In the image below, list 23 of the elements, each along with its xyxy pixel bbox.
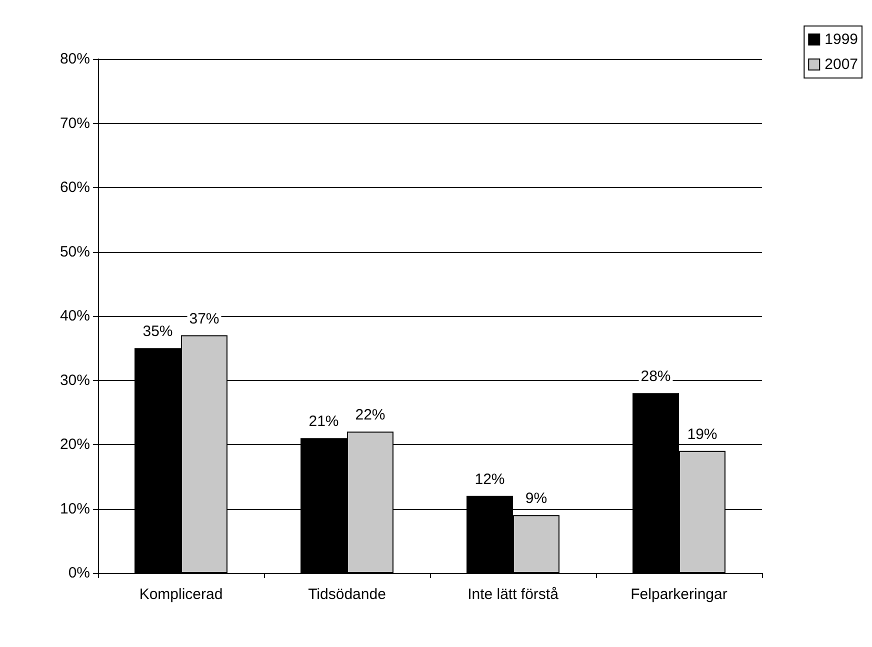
y-tick-label: 0% bbox=[68, 564, 90, 582]
y-tick-label: 80% bbox=[60, 50, 90, 68]
x-tick-label: Komplicerad bbox=[139, 586, 223, 603]
x-tick-label: Felparkeringar bbox=[630, 586, 728, 603]
data-label: 19% bbox=[687, 426, 718, 443]
data-label: 22% bbox=[355, 406, 386, 424]
data-label: 12% bbox=[474, 470, 505, 488]
y-tick-label: 40% bbox=[60, 308, 90, 324]
data-label: 37% bbox=[189, 310, 220, 328]
data-label: 28% bbox=[640, 368, 671, 386]
legend-label: 2007 bbox=[824, 56, 858, 73]
data-label: 35% bbox=[142, 323, 173, 340]
y-tick-label: 50% bbox=[60, 243, 90, 260]
y-tick-label: 70% bbox=[60, 114, 90, 132]
y-tick-label: 60% bbox=[60, 179, 90, 196]
y-tick-label: 20% bbox=[60, 436, 90, 453]
y-tick-label: 30% bbox=[60, 372, 90, 389]
data-label: 9% bbox=[525, 490, 548, 508]
data-label: 21% bbox=[308, 413, 339, 430]
legend-label: 1999 bbox=[824, 31, 858, 48]
y-tick-label: 10% bbox=[60, 500, 90, 518]
x-tick-label: Inte lätt förstå bbox=[468, 586, 560, 603]
x-tick-label: Tidsödande bbox=[308, 586, 386, 603]
